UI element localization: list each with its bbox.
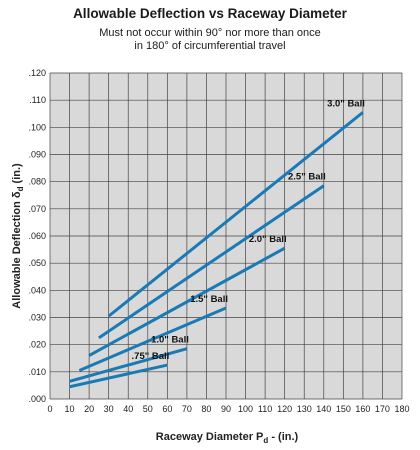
y-tick-label: .010	[28, 367, 46, 377]
y-tick-label: .030	[28, 313, 46, 323]
y-tick-label: .080	[28, 177, 46, 187]
y-tick-label: .100	[28, 122, 46, 132]
series-label: 1.5" Ball	[190, 294, 228, 305]
series-label: 1.0" Ball	[151, 335, 189, 346]
x-tick-label: 50	[143, 404, 153, 414]
series-label: 2.5" Ball	[288, 172, 326, 183]
x-tick-label: 0	[47, 404, 52, 414]
y-tick-label: .000	[28, 394, 46, 404]
chart-title: Allowable Deflection vs Raceway Diameter	[73, 6, 347, 21]
y-axis-label: Allowable Deflection δd (in.)	[11, 163, 25, 309]
series-line	[88, 246, 286, 357]
x-tick-label: 70	[182, 404, 192, 414]
x-axis-label: Raceway Diameter Pd - (in.)	[156, 431, 299, 445]
x-tick-label: 20	[84, 404, 94, 414]
chart-subtitle-line-2: in 180° of circumferential travel	[134, 40, 286, 52]
x-tick-label: 170	[375, 404, 390, 414]
tick-label-layer: 0 10 20 30 40 50 60 70 80 90 100 110 120 130 140 150 160…	[28, 68, 409, 414]
chart-subtitle: Must not occur within 90° nor more than …	[90, 27, 330, 53]
x-tick-label: 150	[336, 404, 351, 414]
x-tick-label: 40	[123, 404, 133, 414]
x-tick-label: 120	[277, 404, 292, 414]
x-tick-label: 100	[238, 404, 253, 414]
x-tick-label: 90	[221, 404, 231, 414]
series-line	[78, 306, 227, 372]
y-tick-label: .050	[28, 258, 46, 268]
y-tick-label: .110	[29, 95, 46, 105]
x-tick-label: 30	[104, 404, 114, 414]
x-tick-label: 130	[297, 404, 312, 414]
series-label: 3.0" Ball	[327, 98, 365, 109]
y-tick-label: .020	[28, 340, 46, 350]
x-tick-label: 160	[355, 404, 370, 414]
chart-subtitle-line-1: Must not occur within 90° nor more than …	[99, 27, 321, 39]
x-tick-label: 110	[258, 404, 272, 414]
series-label: 2.0" Ball	[249, 234, 287, 245]
series-layer	[69, 111, 364, 389]
x-tick-label: 60	[162, 404, 172, 414]
y-tick-label: .040	[28, 285, 46, 295]
x-tick-label: 10	[65, 404, 75, 414]
series-label: .75" Ball	[132, 351, 170, 362]
x-tick-label: 80	[201, 404, 211, 414]
x-tick-label: 180	[394, 404, 409, 414]
x-tick-label: 140	[316, 404, 331, 414]
y-tick-label: .060	[28, 231, 46, 241]
y-tick-label: .090	[28, 150, 46, 160]
series-line	[69, 347, 188, 383]
series-line	[98, 184, 325, 340]
series-line	[69, 363, 168, 389]
y-tick-label: .070	[28, 204, 46, 214]
y-tick-label: .120	[28, 68, 46, 78]
series-label-layer: .75" Ball 1.0" Ball 1.5" Ball 2.0" Ball 2.5"…	[132, 98, 365, 362]
series-line	[107, 111, 364, 318]
